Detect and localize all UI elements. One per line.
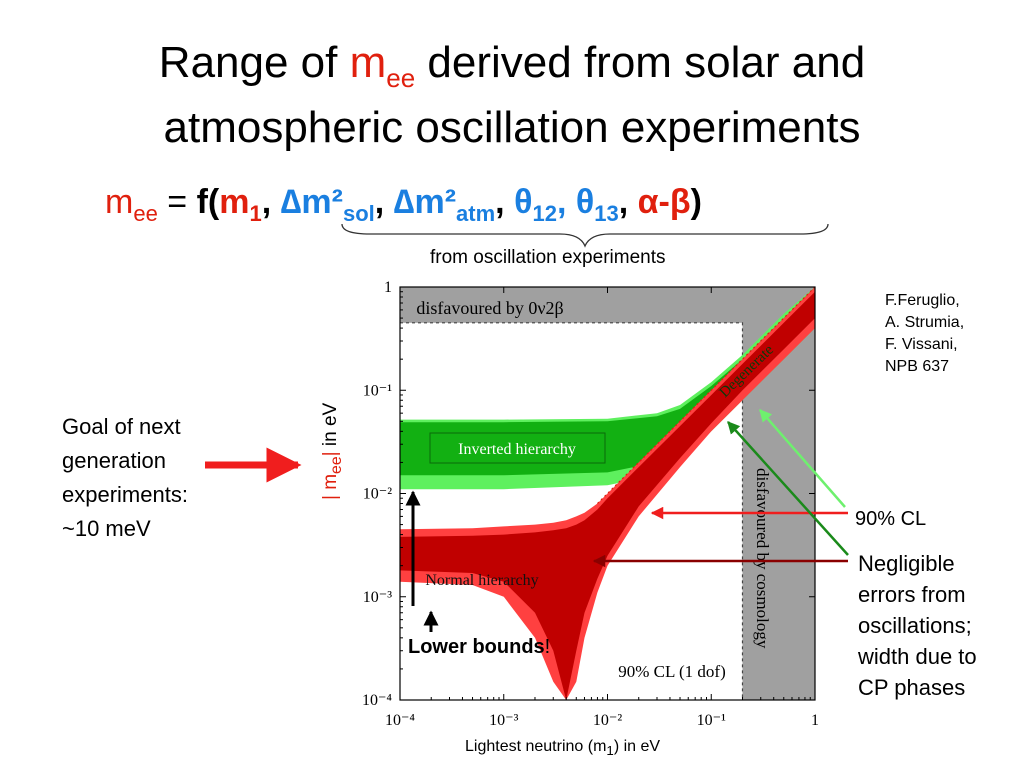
cl-arrow-green (759, 409, 846, 508)
title-line-2: atmospheric oscillation experiments (163, 102, 861, 152)
x-tick-label: 1 (811, 712, 819, 729)
goal-text: Goal of next generation experiments: ~10… (62, 414, 188, 541)
reference: F.Feruglio, A. Strumia, F. Vissani, NPB … (885, 292, 965, 375)
annotation-cosmology: disfavoured by cosmology (753, 468, 772, 649)
x-tick-label: 10⁻⁴ (385, 712, 415, 729)
x-tick-label: 10⁻² (593, 712, 622, 729)
negligible-label: Negligible errors from oscillations; wid… (858, 551, 977, 700)
slide-title: Range of mee derived from solar and atmo… (0, 38, 1024, 153)
y-tick-label: 10⁻³ (363, 589, 392, 606)
formula-lhs: mee (105, 183, 158, 226)
formula-rhs: f(m1, ∆m²sol, ∆m²atm, θ12, θ13, α-β) (196, 183, 702, 226)
inverted-label-box (429, 432, 606, 464)
x-tick-label: 10⁻³ (489, 712, 518, 729)
y-tick-label: 10⁻¹ (363, 382, 392, 399)
x-axis-label: Lightest neutrino (m1) in eV (465, 738, 661, 759)
negligible-arrow-green (727, 421, 849, 556)
oscillation-label: from oscillation experiments (430, 247, 666, 268)
y-tick-label: 10⁻² (363, 486, 392, 503)
brace (341, 223, 829, 248)
title-mee: mee (349, 38, 416, 93)
title-line-1: Range of mee derived from solar and (158, 38, 866, 93)
formula: mee = f(m1, ∆m²sol, ∆m²atm, θ12, θ13, α-… (105, 183, 702, 226)
excluded-boundary (400, 322, 744, 700)
y-tick-label: 1 (384, 279, 392, 296)
annotation-cl-dof: 90% CL (1 dof) (618, 662, 726, 681)
inverted-band-inner (400, 287, 815, 476)
x-tick-label: 10⁻¹ (697, 712, 726, 729)
cl-label: 90% CL (855, 508, 927, 530)
normal-band-outer (400, 287, 815, 700)
annotation-inverted: Inverted hierarchy (458, 441, 576, 458)
annotation-normal: Normal hierarchy (425, 572, 538, 589)
y-tick-label: 10⁻⁴ (362, 692, 392, 709)
lower-bounds-label: Lower bounds! (408, 636, 551, 658)
diagonal-line (597, 286, 816, 504)
annotation-0v2b: disfavoured by 0ν2β (416, 298, 563, 318)
